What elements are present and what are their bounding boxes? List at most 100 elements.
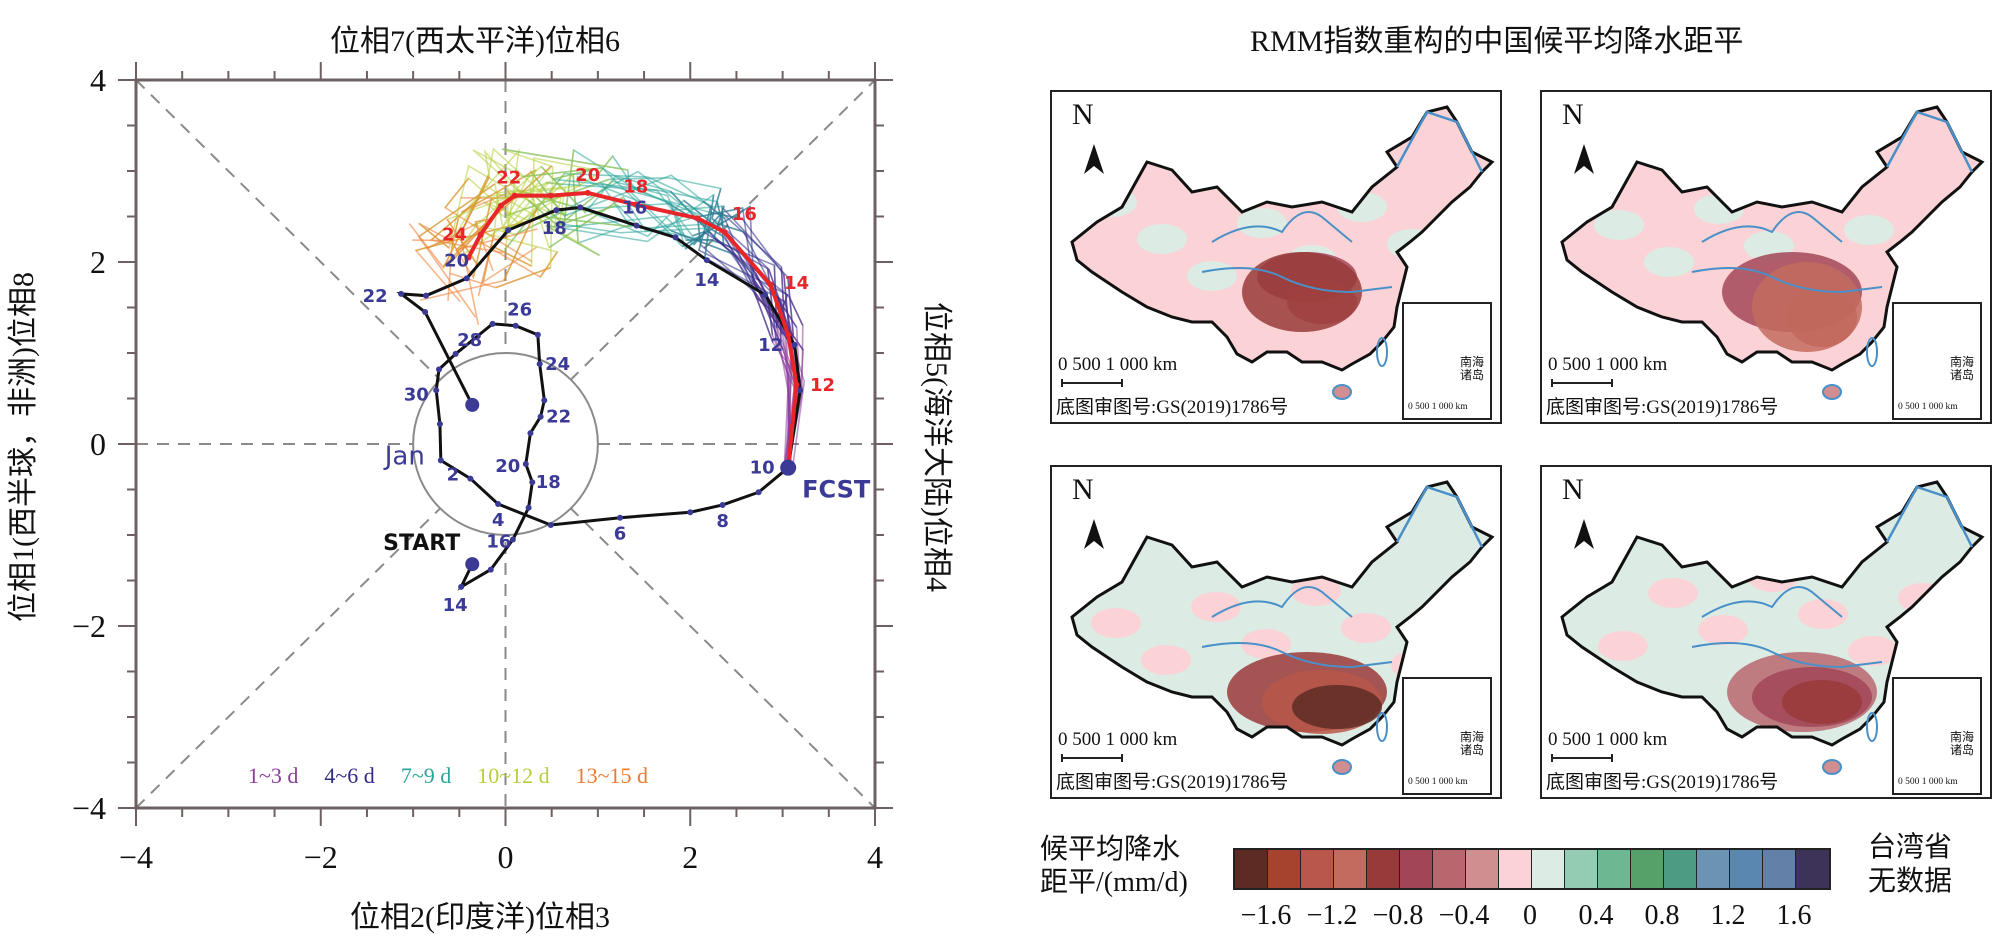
anomaly-patch — [1341, 613, 1391, 643]
south-china-sea-inset: 南海 诸岛 0 500 1 000 km — [1402, 677, 1492, 795]
phase-legend: 1~3 d 4~6 d 7~9 d 10~12 d 13~15 d — [248, 763, 674, 789]
ensemble-member-1315d — [477, 244, 532, 297]
observed-point — [423, 292, 430, 299]
forecast-point — [547, 192, 554, 199]
china-land — [1072, 107, 1492, 370]
north-arrow-icon — [1574, 519, 1594, 549]
observed-point — [422, 309, 429, 316]
northeast-border — [1885, 110, 1974, 173]
colorbar-swatch — [1730, 850, 1763, 888]
observed-point — [458, 583, 465, 590]
china-border — [1070, 105, 1495, 372]
month-label: Jan — [383, 441, 425, 471]
colorbar-swatch — [1466, 850, 1499, 888]
colorbar-swatch — [1268, 850, 1301, 888]
anomaly-patch — [1848, 636, 1898, 666]
observed-day-label: 28 — [457, 330, 482, 351]
colorbar-title-line1: 候平均降水 — [1040, 832, 1181, 865]
anomaly-patch — [1594, 210, 1644, 240]
colorbar-tick-label: −1.6 — [1240, 900, 1292, 931]
anomaly-patch — [1648, 578, 1698, 608]
map-credit: 底图审图号:GS(2019)1786号 — [1056, 397, 1289, 418]
phase-ylabel-left: 位相1(西半球，非洲)位相8 — [7, 272, 40, 622]
scale-bar — [1061, 379, 1123, 387]
phase-labels: 1416182022242628302468101214161820221214… — [363, 165, 871, 616]
colorbar-ticks: −1.6 −1.2 −0.8 −0.4 0 0.4 0.8 1.2 1.6 — [1233, 900, 1833, 940]
inset-scale: 0 500 1 000 km — [1408, 402, 1468, 412]
forecast-day-label: 14 — [784, 273, 809, 294]
yangtze-river — [1201, 642, 1393, 669]
y-tick-label: −4 — [72, 790, 106, 826]
observed-point — [547, 521, 554, 528]
yellow-river — [1211, 211, 1353, 243]
anomaly-patch — [1598, 631, 1648, 661]
hainan-island — [1822, 759, 1842, 775]
colorbar-swatch — [1235, 850, 1268, 888]
inset-scale: 0 500 1 000 km — [1408, 777, 1468, 787]
observed-point — [489, 320, 496, 327]
unit-circle — [412, 352, 599, 536]
observed-day-label: 6 — [614, 524, 627, 545]
map-panel-a: N 0 500 1 000 km 底图审图号:GS(2019)1786号 南海 诸岛 0 … — [1050, 90, 1502, 424]
ensemble-member-1315d — [414, 219, 530, 303]
colorbar-tick-label: 1.2 — [1710, 900, 1746, 931]
phase-divider-diag1 — [135, 79, 876, 809]
ensemble-member-1315d — [481, 230, 538, 284]
china-border — [1070, 480, 1495, 747]
forecast-day-label: 24 — [442, 225, 467, 246]
fcst-dot — [780, 459, 797, 476]
map-credit: 底图审图号:GS(2019)1786号 — [1546, 772, 1779, 793]
northeast-border — [1395, 110, 1484, 173]
x-tick-label: 2 — [682, 839, 698, 875]
anomaly-patch — [1387, 229, 1437, 259]
forecast-point — [584, 189, 591, 196]
colorbar-swatch — [1367, 850, 1400, 888]
x-tick-label: −2 — [304, 839, 338, 875]
observed-point — [505, 227, 512, 234]
north-arrow-icon — [1574, 144, 1594, 174]
map-title: RMM指数重构的中国候平均降水距平 — [1250, 25, 1744, 58]
observed-day-label: 12 — [758, 335, 783, 356]
north-arrow-icon — [1084, 144, 1104, 174]
observed-point — [487, 566, 494, 573]
colorbar-swatch — [1301, 850, 1334, 888]
ensemble-member-1315d — [408, 176, 491, 270]
phase-diagram: 1416182022242628302468101214161820221214… — [72, 62, 893, 875]
scale-bar — [1061, 754, 1123, 762]
forecast-point — [721, 228, 728, 235]
observed-point — [617, 514, 624, 521]
colorbar-tick-label: 0.8 — [1644, 900, 1680, 931]
colorbar-swatch — [1532, 850, 1565, 888]
forecast-day-label: 20 — [575, 165, 600, 186]
colorbar-swatch — [1433, 850, 1466, 888]
forecast-point — [694, 215, 701, 222]
anomaly-core — [1752, 262, 1862, 352]
inset-scale: 0 500 1 000 km — [1898, 402, 1958, 412]
colorbar-title: 候平均降水 距平/(mm/d) — [1040, 832, 1188, 900]
observed-day-label: 22 — [546, 407, 571, 428]
inset-label: 南海 诸岛 — [1459, 730, 1484, 757]
observed-point — [495, 501, 502, 508]
forecast-point — [477, 231, 484, 238]
scale-label: 0 500 1 000 km — [1058, 729, 1178, 750]
yellow-river — [1701, 211, 1843, 243]
colorbar-tick-label: −1.2 — [1306, 900, 1358, 931]
china-border — [1560, 105, 1985, 372]
x-tick-label: 4 — [867, 839, 883, 875]
observed-point — [672, 234, 679, 241]
observed-point — [703, 257, 710, 264]
y-tick-label: 4 — [90, 62, 106, 98]
anomaly-core — [1782, 680, 1862, 724]
observed-day-label: 16 — [622, 198, 647, 219]
colorbar-swatch — [1796, 850, 1829, 888]
north-label: N — [1562, 98, 1584, 131]
anomaly-patch — [1798, 599, 1848, 629]
taiwan-island — [1376, 337, 1388, 367]
anomaly-patch — [1241, 629, 1291, 659]
anomaly-patch — [1237, 208, 1287, 238]
observed-point — [463, 275, 470, 282]
legend-entry: 1~3 d — [248, 763, 299, 788]
colorbar-tick-label: 1.6 — [1776, 900, 1812, 931]
phase-series — [396, 189, 804, 591]
observed-day-label: 8 — [716, 511, 729, 532]
